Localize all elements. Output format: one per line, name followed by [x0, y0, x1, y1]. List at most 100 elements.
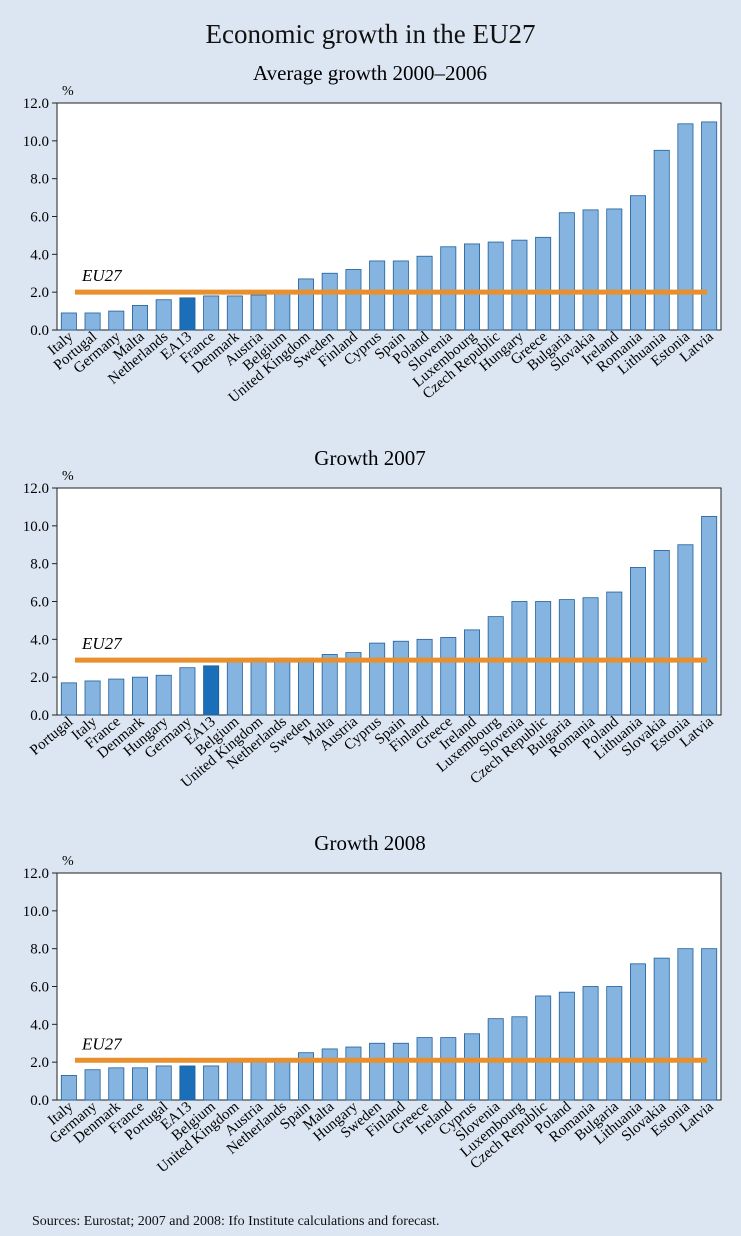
chart-1-bar-slovakia [653, 550, 670, 716]
chart-2-bar-belgium [203, 1065, 220, 1101]
chart-2-bar-hungary [345, 1046, 362, 1101]
chart-2-bar-france [132, 1067, 148, 1101]
chart-0-ytick-label: 12.0 [23, 96, 49, 112]
chart-0-bar-lithuania [653, 149, 670, 331]
chart-0-bar-latvia [701, 121, 718, 331]
chart-0-bar-france [203, 295, 220, 331]
chart-1-bar-romania [582, 597, 599, 716]
chart-0-bar-spain [392, 260, 409, 331]
chart-0-ytick-label: 2.0 [30, 285, 49, 301]
chart-0-bar-belgium [274, 293, 291, 331]
chart-0-bar-slovenia [440, 246, 457, 331]
chart-2-bar-lithuania [630, 963, 646, 1101]
chart-0-bar-czech-republic [487, 241, 504, 331]
chart-1-bar-united-kingdom [250, 657, 267, 716]
chart-2-ytick-label: 10.0 [23, 904, 49, 920]
chart-2-ytick-label: 12.0 [23, 866, 49, 882]
chart-1-bar-poland [606, 591, 623, 716]
chart-1-bar-luxembourg [487, 616, 504, 716]
chart-0-title: Average growth 2000–2006 [253, 61, 487, 85]
chart-1-bar-ea13 [203, 665, 220, 716]
chart-0-ytick-label: 0.0 [30, 323, 49, 339]
chart-1-bar-denmark [132, 676, 148, 716]
chart-1-ytick-label: 6.0 [30, 595, 49, 611]
chart-2-ytick-label: 0.0 [30, 1093, 49, 1109]
chart-1-ytick-label: 0.0 [30, 708, 49, 724]
chart-2-bar-denmark [108, 1067, 125, 1101]
chart-2-y-unit: % [62, 854, 74, 869]
chart-1-bar-malta [321, 654, 338, 716]
chart-0-bar-cyprus [369, 260, 386, 331]
chart-2-ytick-label: 4.0 [30, 1017, 49, 1033]
chart-1-bar-cyprus [369, 642, 386, 716]
chart-1-bar-finland [416, 638, 433, 716]
chart-1-bar-lithuania [630, 567, 646, 716]
chart-0-ytick-label: 4.0 [30, 247, 49, 263]
chart-0-bar-estonia [677, 123, 694, 331]
chart-1-bar-netherlands [274, 657, 291, 716]
chart-1-bar-france [108, 678, 125, 716]
chart-2-bar-sweden [369, 1042, 386, 1101]
chart-2-eu27-label: EU27 [81, 1034, 123, 1053]
chart-2-bar-cyprus [464, 1033, 480, 1101]
chart-0-bar-ireland [606, 208, 623, 331]
chart-1-eu27-label: EU27 [81, 634, 123, 653]
chart-1-ytick-label: 10.0 [23, 519, 49, 535]
chart-2-bar-austria [250, 1059, 267, 1101]
chart-2-bar-estonia [677, 948, 694, 1101]
chart-0-bar-netherlands [155, 299, 172, 331]
chart-2-bar-portugal [155, 1065, 172, 1101]
chart-0-y-unit: % [62, 84, 74, 99]
sources-note: Sources: Eurostat; 2007 and 2008: Ifo In… [32, 1214, 440, 1229]
chart-0-bar-greece [535, 236, 552, 331]
chart-1-bar-portugal [60, 682, 77, 716]
chart-2-ytick-label: 6.0 [30, 980, 49, 996]
chart-2-bar-spain [298, 1052, 314, 1101]
chart-1-ytick-label: 8.0 [30, 557, 49, 573]
chart-0-bar-finland [345, 269, 362, 331]
chart-0-bar-luxembourg [464, 243, 480, 331]
chart-2-bar-malta [321, 1048, 338, 1101]
chart-1-bar-estonia [677, 544, 694, 716]
chart-0-bar-united-kingdom [298, 278, 314, 331]
chart-0-bar-denmark [226, 295, 243, 331]
chart-2-bar-finland [392, 1042, 409, 1101]
chart-1-ytick-label: 4.0 [30, 632, 49, 648]
chart-2-bar-germany [84, 1069, 101, 1101]
chart-0-eu27-label: EU27 [81, 266, 123, 285]
chart-2-bar-poland [558, 991, 575, 1101]
chart-1-bar-bulgaria [558, 599, 575, 716]
chart-1-bar-spain [392, 640, 409, 716]
chart-2-ytick-label: 2.0 [30, 1055, 49, 1071]
chart-1-bar-austria [345, 652, 362, 716]
chart-average-growth-2000-2006: Average growth 2000–2006% 0.0 2.0 4.0 6.0 8.0… [23, 61, 722, 406]
chart-1-bar-italy [84, 680, 101, 716]
chart-1-ytick-label: 12.0 [23, 481, 49, 497]
chart-0-bar-bulgaria [558, 212, 575, 331]
chart-growth-2008: Growth 2008%0.02.04.06.08.010.012.0Italy… [23, 831, 722, 1176]
chart-2-bar-latvia [701, 948, 718, 1101]
chart-0-bar-austria [250, 294, 267, 331]
chart-1-bar-germany [179, 667, 196, 716]
chart-0-bar-germany [108, 310, 125, 331]
chart-2-bar-bulgaria [606, 986, 623, 1101]
chart-1-bar-belgium [226, 661, 243, 716]
chart-1-bar-greece [440, 637, 457, 716]
chart-2-bar-czech-republic [535, 995, 552, 1101]
chart-2-bar-romania [582, 986, 599, 1101]
chart-0-bar-italy [60, 312, 77, 331]
chart-0-bar-malta [132, 305, 148, 331]
chart-1-bar-sweden [298, 657, 314, 716]
chart-0-bar-sweden [321, 272, 338, 331]
chart-0-bar-ea13 [179, 297, 196, 331]
chart-growth-2007: Growth 2007%0.02.04.06.08.010.012.0Portu… [23, 446, 722, 791]
chart-2-bar-netherlands [274, 1057, 291, 1101]
chart-2-bar-ea13 [179, 1065, 196, 1101]
chart-1-ytick-label: 2.0 [30, 670, 49, 686]
chart-2-bar-greece [416, 1037, 433, 1101]
chart-1-bar-ireland [464, 629, 480, 716]
chart-0-ytick-label: 10.0 [23, 134, 49, 150]
chart-2-ytick-label: 8.0 [30, 942, 49, 958]
page-title: Economic growth in the EU27 [205, 19, 536, 49]
